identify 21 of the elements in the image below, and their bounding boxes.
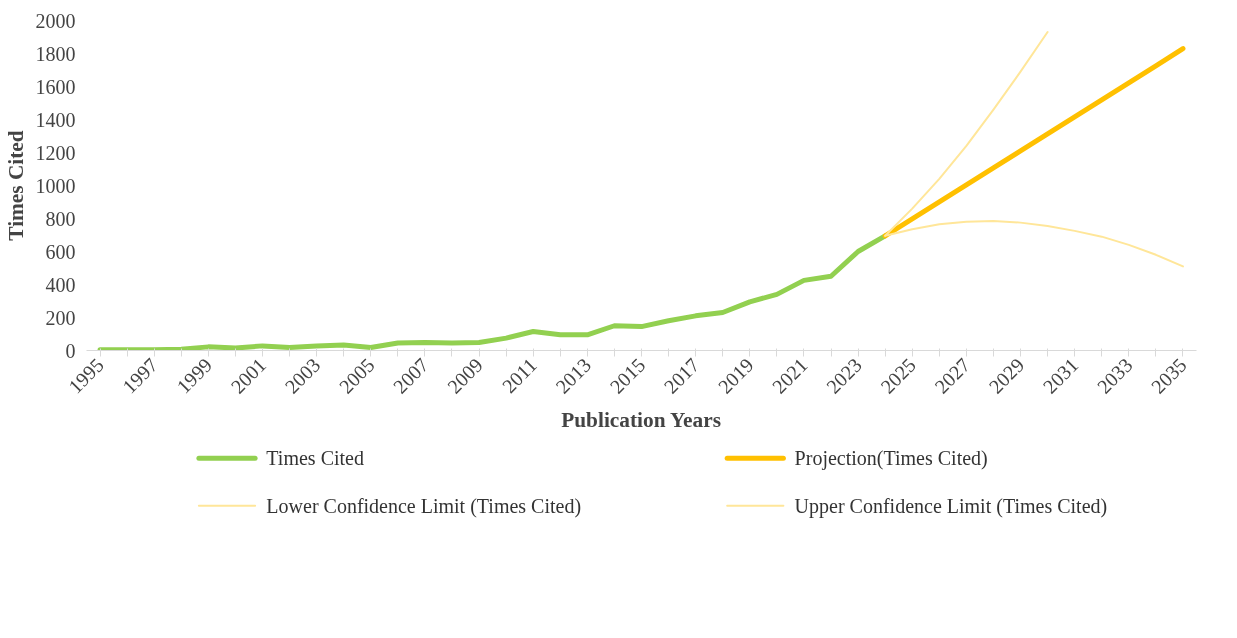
y-tick-label: 1400 (35, 108, 76, 131)
y-tick-label: 1000 (35, 174, 76, 197)
y-tick-label: 1200 (35, 141, 76, 164)
y-tick-label: 400 (45, 273, 76, 296)
y-tick-label: 800 (45, 207, 76, 230)
y-tick-label: 600 (45, 240, 76, 263)
y-tick-label: 2000 (35, 9, 76, 32)
legend-label: Times Cited (266, 447, 364, 470)
x-tick-label: 2001 (226, 353, 271, 398)
legend-label: Projection(Times Cited) (794, 447, 988, 471)
y-tick-label: 1800 (35, 42, 76, 65)
legend-label: Upper Confidence Limit (Times Cited) (794, 494, 1108, 518)
x-tick-label: 2021 (767, 353, 812, 398)
x-tick-label: 2011 (497, 353, 541, 398)
y-tick-label: 1600 (35, 75, 76, 98)
y-tick-label: 200 (45, 306, 76, 329)
x-axis-title: Publication Years (561, 407, 721, 432)
legend-label: Lower Confidence Limit (Times Cited) (266, 494, 582, 518)
x-tick-label: 2031 (1038, 353, 1083, 398)
y-tick-label: 0 (65, 339, 76, 362)
y-axis-title: Times Cited (3, 130, 28, 241)
